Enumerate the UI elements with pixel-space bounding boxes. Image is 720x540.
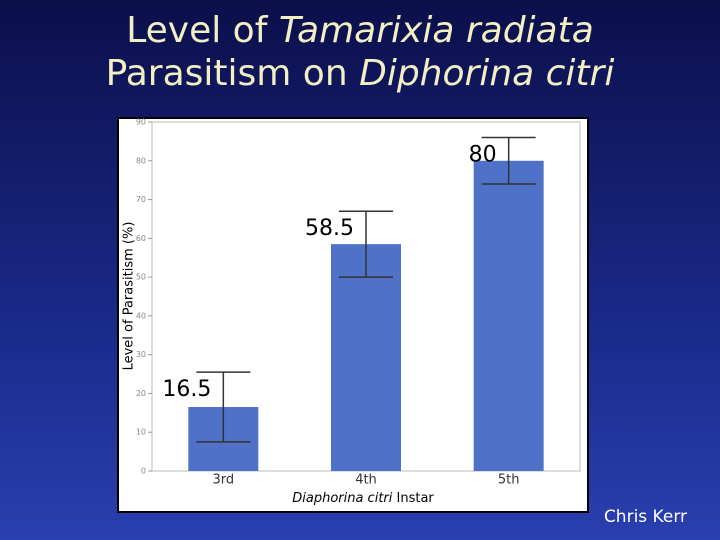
bar bbox=[331, 244, 401, 471]
y-tick-label: 50 bbox=[136, 273, 146, 282]
x-tick-label: 4th bbox=[355, 473, 377, 488]
y-tick-label: 70 bbox=[136, 195, 146, 204]
error-bar bbox=[339, 210, 393, 278]
y-tick-label: 10 bbox=[136, 428, 146, 437]
title-part: Diphorina citri bbox=[359, 53, 614, 94]
y-tick-label: 30 bbox=[136, 350, 146, 359]
chart-title: Level of Tamarixia radiata bbox=[126, 10, 594, 51]
value-label: 80 bbox=[469, 143, 497, 168]
y-tick-label: 40 bbox=[136, 311, 146, 320]
x-label-part: Instar bbox=[392, 491, 434, 506]
y-tick-label: 20 bbox=[136, 389, 146, 398]
error-bar bbox=[481, 136, 536, 185]
y-tick-label: 90 bbox=[136, 118, 146, 127]
chart-title: Parasitism on Diphorina citri bbox=[106, 53, 615, 94]
bar bbox=[473, 160, 544, 471]
error-bar bbox=[196, 371, 251, 443]
y-tick-label: 80 bbox=[136, 156, 146, 165]
value-label: 16.5 bbox=[162, 377, 211, 402]
x-tick-label: 5th bbox=[498, 473, 520, 488]
x-tick-label: 3rd bbox=[213, 473, 235, 488]
y-axis-label: Level of Parasitism (%) bbox=[122, 222, 137, 371]
title-part: Parasitism on bbox=[106, 53, 359, 94]
x-axis-label: Diaphorina citri Instar bbox=[292, 491, 434, 506]
value-label: 58.5 bbox=[305, 216, 354, 241]
y-tick-label: 0 bbox=[141, 467, 146, 476]
y-tick-label: 60 bbox=[136, 234, 146, 243]
title-part: Tamarixia radiata bbox=[279, 10, 594, 51]
footer: Chris Kerr bbox=[604, 507, 687, 527]
x-label-part: Diaphorina citri bbox=[292, 491, 393, 506]
title-part: Level of bbox=[126, 10, 279, 51]
